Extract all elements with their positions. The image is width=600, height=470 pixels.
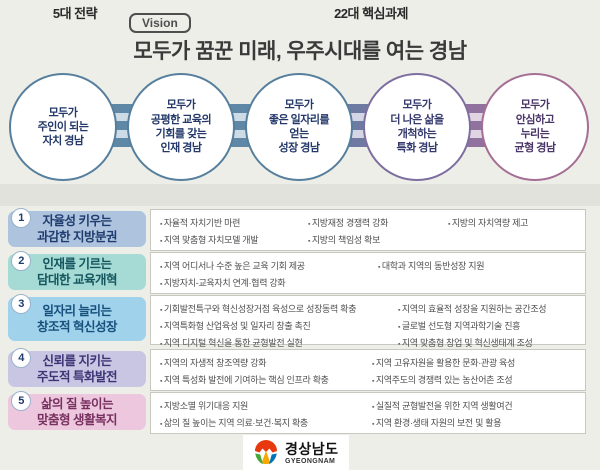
circle-line: 공평한 교육의 xyxy=(150,113,212,126)
task-column: 자율적 자치기반 마련 지역 맞춤형 자치모델 개발 xyxy=(160,215,308,250)
page-title: 모두가 꿈꾼 미래, 우주시대를 여는 경남 xyxy=(133,40,467,63)
task-item: 지역주도의 경쟁력 있는 농산어촌 조성 xyxy=(372,372,515,389)
strategy-number-5: 5 xyxy=(11,391,31,411)
vision-circle-3: 모두가 좋은 일자리를 얻는 성장 경남 xyxy=(245,73,353,181)
circle-line: 개척하는 xyxy=(397,128,437,140)
strategy-label-3: 3 일자리 늘리는 창조적 혁신성장 xyxy=(8,294,146,341)
circle-line: 균형 경남 xyxy=(514,142,556,155)
task-item: 글로벌 선도형 지역과학기술 진흥 xyxy=(398,318,546,335)
task-item: 지역 맞춤형 창업 및 혁신생태계 조성 xyxy=(398,335,546,352)
task-item: 지방자치-교육자치 연계·협력 강화 xyxy=(160,275,378,292)
task-box-5: 지방소멸 위기대응 지원 삶의 질 높이는 지역 의료·보건·복지 확충 실질적… xyxy=(150,392,586,434)
strategy-number-1: 1 xyxy=(11,208,31,228)
gyeongnam-emblem-icon xyxy=(253,440,279,466)
task-item: 기회발전특구와 혁신성장거점 육성으로 성장동력 확충 xyxy=(160,301,398,318)
task-item: 지방의 책임성 확보 xyxy=(308,232,448,249)
task-box-3: 기회발전특구와 혁신성장거점 육성으로 성장동력 확충 지역특화형 산업육성 및… xyxy=(150,295,586,348)
task-item: 지방소멸 위기대응 지원 xyxy=(160,398,372,415)
strategy-line: 삶의 질 높이는 xyxy=(41,396,113,411)
strategy-line: 창조적 혁신성장 xyxy=(37,320,117,334)
table-header-band xyxy=(0,184,600,206)
task-item: 지역 디지털 혁신을 통한 균형발전 실현 xyxy=(160,335,398,352)
logo-text: 경상남도 GYEONGNAM xyxy=(285,442,339,465)
circle-line: 주인이 되는 xyxy=(37,120,89,133)
circle-line: 특화 경남 xyxy=(396,142,438,155)
task-item: 지역의 효율적 성장을 지원하는 공간조성 xyxy=(398,301,547,318)
strategy-number-2: 2 xyxy=(11,251,31,271)
strategy-line: 신뢰를 지키는 xyxy=(42,353,112,368)
circle-line: 성장 경남 xyxy=(278,142,320,155)
circle-line: 좋은 일자리를 xyxy=(268,113,330,126)
task-item: 지역 맞춤형 자치모델 개발 xyxy=(160,232,308,249)
strategy-line: 맞춤형 생활복지 xyxy=(37,413,117,427)
gyeongnam-logo: 경상남도 GYEONGNAM xyxy=(243,435,349,470)
column-header-tasks: 22대 핵심과제 xyxy=(334,6,408,21)
task-item: 지방의 자치역량 제고 xyxy=(448,215,529,232)
task-column: 지역 고유자원을 활용한 문화·관광 육성 지역주도의 경쟁력 있는 농산어촌 … xyxy=(372,355,515,390)
circle-line: 모두가 xyxy=(48,106,78,119)
logo-korean-name: 경상남도 xyxy=(285,440,339,457)
logo-english-name: GYEONGNAM xyxy=(285,457,336,465)
task-column: 지방소멸 위기대응 지원 삶의 질 높이는 지역 의료·보건·복지 확충 xyxy=(160,398,372,433)
task-column: 지역의 효율적 성장을 지원하는 공간조성 글로벌 선도형 지역과학기술 진흥 … xyxy=(398,301,547,348)
circle-line: 누리는 xyxy=(520,128,550,140)
circle-line: 얻는 xyxy=(289,128,309,140)
strategy-line: 과감한 지방분권 xyxy=(37,230,117,244)
task-item: 지역 환경·생태 자원의 보전 및 활용 xyxy=(372,415,512,432)
circle-line: 안심하고 xyxy=(515,113,555,126)
strategy-line: 담대한 교육개혁 xyxy=(37,273,117,287)
task-column: 실질적 균형발전을 위한 지역 생활여건 지역 환경·생태 자원의 보전 및 활… xyxy=(372,398,513,433)
strategy-label-2: 2 인재를 기르는 담대한 교육개혁 xyxy=(8,251,146,290)
circle-line: 모두가 xyxy=(284,99,314,112)
circle-line: 기회를 갖는 xyxy=(155,128,207,140)
task-item: 지역특화형 산업육성 및 일자리 창출 촉진 xyxy=(160,318,398,335)
task-box-1: 자율적 자치기반 마련 지역 맞춤형 자치모델 개발 지방재정 경쟁력 강화 지… xyxy=(150,209,586,251)
strategy-label-1: 1 자율성 키우는 과감한 지방분권 xyxy=(8,208,146,247)
column-header-strategies: 5대 전략 xyxy=(52,6,98,21)
task-item: 실질적 균형발전을 위한 지역 생활여건 xyxy=(372,398,513,415)
strategy-number-3: 3 xyxy=(11,294,31,314)
task-column: 지역의 자생적 창조역량 강화 지역 특성화 발전에 기여하는 핵심 인프라 확… xyxy=(160,355,372,390)
task-item: 자율적 자치기반 마련 xyxy=(160,215,308,232)
strategy-label-4: 4 신뢰를 지키는 주도적 특화발전 xyxy=(8,348,146,387)
strategy-label-5: 5 삶의 질 높이는 맞춤형 생활복지 xyxy=(8,391,146,430)
task-item: 지역 어디서나 수준 높은 교육 기회 제공 xyxy=(160,258,378,275)
task-box-4: 지역의 자생적 창조역량 강화 지역 특성화 발전에 기여하는 핵심 인프라 확… xyxy=(150,349,586,391)
task-column: 지역 어디서나 수준 높은 교육 기회 제공 지방자치-교육자치 연계·협력 강… xyxy=(160,258,378,293)
vision-circle-4: 모두가 더 나은 삶을 개척하는 특화 경남 xyxy=(363,73,471,181)
strategy-line: 인재를 기르는 xyxy=(42,256,112,271)
task-item: 대학과 지역의 동반성장 지원 xyxy=(378,258,485,275)
task-column: 기회발전특구와 혁신성장거점 육성으로 성장동력 확충 지역특화형 산업육성 및… xyxy=(160,301,398,348)
circle-line: 모두가 xyxy=(166,99,196,112)
task-column: 지방재정 경쟁력 강화 지방의 책임성 확보 xyxy=(308,215,448,250)
circle-line: 인재 경남 xyxy=(160,142,202,155)
task-box-2: 지역 어디서나 수준 높은 교육 기회 제공 지방자치-교육자치 연계·협력 강… xyxy=(150,252,586,294)
strategy-line: 일자리 늘리는 xyxy=(42,303,112,318)
strategy-line: 자율성 키우는 xyxy=(42,213,112,228)
strategy-number-4: 4 xyxy=(11,348,31,368)
circle-line: 더 나은 삶을 xyxy=(390,113,444,126)
strategy-line: 주도적 특화발전 xyxy=(37,370,117,384)
task-item: 지역의 자생적 창조역량 강화 xyxy=(160,355,372,372)
circle-line: 모두가 xyxy=(402,99,432,112)
vision-circle-1: 모두가 주인이 되는 자치 경남 xyxy=(9,73,117,181)
vision-circle-2: 모두가 공평한 교육의 기회를 갖는 인재 경남 xyxy=(127,73,235,181)
circle-line: 자치 경남 xyxy=(42,135,84,148)
task-item: 지역 특성화 발전에 기여하는 핵심 인프라 확충 xyxy=(160,372,372,389)
vision-circle-5: 모두가 안심하고 누리는 균형 경남 xyxy=(481,73,589,181)
task-item: 지방재정 경쟁력 강화 xyxy=(308,215,448,232)
circle-line: 모두가 xyxy=(520,99,550,112)
task-column: 대학과 지역의 동반성장 지원 xyxy=(378,258,485,293)
task-item: 삶의 질 높이는 지역 의료·보건·복지 확충 xyxy=(160,415,372,432)
task-item: 지역 고유자원을 활용한 문화·관광 육성 xyxy=(372,355,515,372)
vision-badge: Vision xyxy=(129,13,191,33)
task-column: 지방의 자치역량 제고 xyxy=(448,215,529,250)
